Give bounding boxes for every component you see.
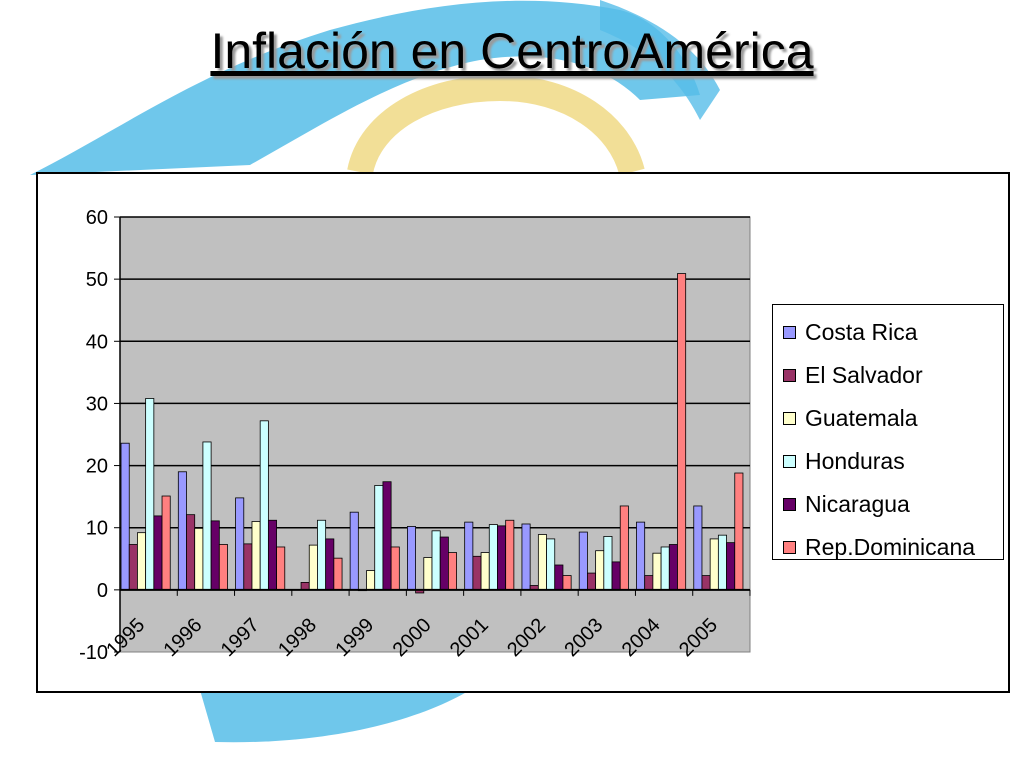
bar [595, 550, 605, 591]
legend-label: Costa Rica [805, 319, 918, 345]
bar [259, 420, 269, 591]
bar [611, 561, 621, 591]
bar [406, 526, 416, 591]
y-tick-label: 60 [86, 207, 108, 229]
bar [554, 564, 564, 591]
bar [480, 552, 490, 591]
bar [210, 520, 220, 591]
bar [717, 534, 727, 591]
legend-label: Rep.Dominicana [805, 534, 976, 560]
legend-item: Costa Rica [783, 311, 1003, 354]
legend-item: Honduras [783, 440, 1003, 483]
bar [382, 481, 392, 591]
bar [161, 495, 171, 591]
bar [137, 532, 147, 591]
flag-stripe-decoration [200, 690, 470, 743]
bar [734, 472, 744, 591]
bar [276, 546, 286, 591]
bar [267, 519, 277, 591]
legend-label: Honduras [805, 448, 905, 474]
bar [194, 527, 204, 591]
bar [325, 538, 335, 591]
bar [668, 544, 678, 591]
chart-legend: Costa Rica El Salvador Guatemala Honduras Ni… [772, 304, 1004, 560]
bar [202, 441, 212, 591]
bar [464, 521, 474, 591]
y-tick-label: 0 [97, 580, 108, 602]
y-tick-label: 20 [86, 456, 108, 478]
y-tick-label: 10 [86, 518, 108, 540]
legend-label: El Salvador [805, 362, 923, 388]
bar [366, 570, 376, 591]
legend-swatch [783, 412, 796, 425]
bar [308, 544, 318, 591]
legend-swatch [783, 326, 796, 339]
y-tick-label: -10 [79, 642, 108, 664]
y-tick-label: 30 [86, 393, 108, 415]
bar [145, 398, 155, 591]
y-tick-label: 50 [86, 269, 108, 291]
bar [537, 534, 547, 591]
legend-swatch [783, 369, 796, 382]
bar [562, 575, 572, 591]
bar [488, 524, 498, 591]
bar [333, 557, 343, 591]
bar [218, 544, 228, 591]
bar [521, 523, 531, 591]
bar [660, 546, 670, 591]
bar [317, 519, 327, 591]
bar [251, 521, 261, 591]
y-tick-label: 40 [86, 331, 108, 353]
bar [243, 543, 253, 591]
slide-title: Inflación en CentroAmérica [210, 23, 814, 79]
flag-stripe-decoration [600, 0, 720, 120]
bar [546, 538, 556, 591]
bar [701, 575, 711, 591]
bar [472, 555, 482, 591]
bar [726, 542, 736, 591]
bar [578, 531, 588, 591]
bar [677, 273, 687, 591]
emblem-arc-decoration [347, 74, 645, 176]
legend-item: Guatemala [783, 397, 1003, 440]
bar [431, 530, 441, 591]
legend-swatch [783, 541, 796, 554]
bar [153, 515, 163, 591]
legend-swatch [783, 498, 796, 511]
bar [128, 544, 138, 591]
bar [636, 521, 646, 591]
bar [497, 525, 507, 591]
legend-swatch [783, 455, 796, 468]
bar [120, 442, 130, 591]
bar [693, 505, 703, 591]
bar [505, 519, 515, 591]
bar [447, 552, 457, 591]
bar [235, 497, 245, 591]
bar [186, 514, 196, 591]
legend-item: El Salvador [783, 354, 1003, 397]
bar [349, 511, 359, 591]
bar [374, 485, 384, 591]
flag-stripe-decoration [30, 0, 700, 176]
legend-item: Rep.Dominicana [783, 526, 1003, 569]
bar [603, 536, 613, 591]
legend-label: Guatemala [805, 405, 918, 431]
bar [300, 581, 310, 591]
legend-item: Nicaragua [783, 483, 1003, 526]
bar [177, 471, 187, 591]
bar [390, 546, 400, 591]
bar [587, 572, 597, 591]
bar [619, 505, 629, 591]
bar [644, 575, 654, 591]
legend-label: Nicaragua [805, 491, 910, 517]
bar [652, 552, 662, 591]
bar [709, 538, 719, 591]
bar [423, 557, 433, 591]
bar [439, 536, 449, 591]
chart-frame: 60 50 40 30 20 10 0 -10 1995 1996 1997 1998 1999 2000… [36, 172, 1010, 693]
